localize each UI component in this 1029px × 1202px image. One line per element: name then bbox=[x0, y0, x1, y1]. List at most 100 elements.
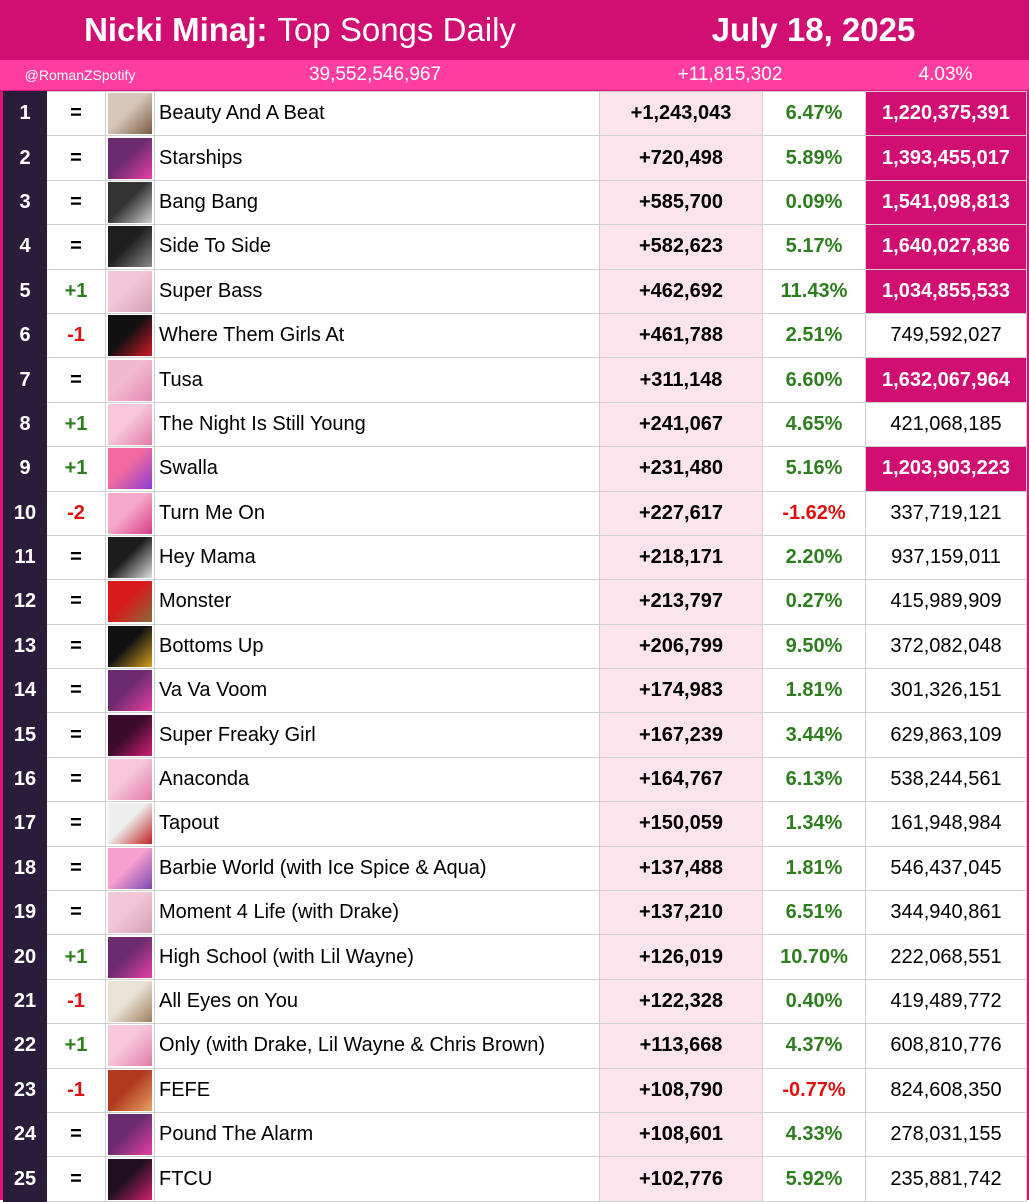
cover-art-cell bbox=[105, 1111, 155, 1158]
table-row: 3 = Bang Bang +585,700 0.09% 1,541,098,813 bbox=[3, 179, 1027, 226]
cover-barbie-world-icon bbox=[108, 847, 152, 889]
cover-ftcu-icon bbox=[108, 1158, 152, 1200]
daily-streams-cell: +108,601 bbox=[599, 1111, 763, 1158]
rank-change-cell: = bbox=[46, 1156, 106, 1202]
total-streams-cell: 161,948,984 bbox=[865, 801, 1027, 847]
cover-art-cell bbox=[105, 978, 155, 1025]
daily-streams-cell: +102,776 bbox=[599, 1156, 763, 1202]
percent-change-cell: 1.81% bbox=[762, 845, 866, 892]
percent-change-cell: 1.81% bbox=[762, 668, 866, 714]
total-streams-cell: 415,989,909 bbox=[865, 579, 1027, 625]
percent-change-cell: 5.17% bbox=[762, 224, 866, 270]
percent-change-cell: 6.47% bbox=[762, 90, 866, 137]
percent-change-cell: 6.13% bbox=[762, 756, 866, 803]
table-row: 24 = Pound The Alarm +108,601 4.33% 278,031,1… bbox=[3, 1111, 1027, 1158]
cover-pink-friday-re-up-icon bbox=[108, 137, 152, 179]
cover-all-eyes-on-you-icon bbox=[108, 981, 152, 1022]
song-title-cell: Super Bass bbox=[154, 268, 600, 314]
percent-change-cell: 4.37% bbox=[762, 1023, 866, 1069]
author-handle: @RomanZSpotify bbox=[24, 67, 136, 83]
rank-change-cell: = bbox=[46, 712, 106, 758]
rank-change-cell: -1 bbox=[46, 978, 106, 1025]
total-streams-cell: 629,863,109 bbox=[865, 712, 1027, 758]
table-row: 16 = Anaconda +164,767 6.13% 538,244,561 bbox=[3, 756, 1027, 803]
rank-cell: 22 bbox=[3, 1023, 47, 1069]
table-row: 25 = FTCU +102,776 5.92% 235,881,742 bbox=[3, 1156, 1027, 1202]
total-streams-cell: 1,220,375,391 bbox=[865, 90, 1027, 137]
total-streams-cell: 937,159,011 bbox=[865, 534, 1027, 581]
total-streams-cell: 749,592,027 bbox=[865, 312, 1027, 359]
rank-change-cell: = bbox=[46, 90, 106, 137]
total-streams-cell: 538,244,561 bbox=[865, 756, 1027, 803]
rank-cell: 10 bbox=[3, 490, 47, 536]
daily-streams-cell: +462,692 bbox=[599, 268, 763, 314]
rank-change-cell: = bbox=[46, 845, 106, 892]
table-row: 12 = Monster +213,797 0.27% 415,989,909 bbox=[3, 579, 1027, 625]
total-streams-cell: 1,632,067,964 bbox=[865, 357, 1027, 403]
total-streams-cell: 301,326,151 bbox=[865, 668, 1027, 714]
rank-change-cell: -1 bbox=[46, 1067, 106, 1113]
cover-hey-mama-icon bbox=[108, 537, 152, 579]
rank-change-cell: = bbox=[46, 756, 106, 803]
percent-change-cell: 4.65% bbox=[762, 401, 866, 448]
song-title-cell: High School (with Lil Wayne) bbox=[154, 934, 600, 980]
rank-change-cell: +1 bbox=[46, 1023, 106, 1069]
rank-cell: 16 bbox=[3, 756, 47, 803]
table-row: 15 = Super Freaky Girl +167,239 3.44% 629,863… bbox=[3, 712, 1027, 758]
rank-change-cell: = bbox=[46, 890, 106, 936]
total-streams-cell: 337,719,121 bbox=[865, 490, 1027, 536]
cover-tusa-icon bbox=[108, 359, 152, 401]
daily-streams-cell: +213,797 bbox=[599, 579, 763, 625]
cover-art-cell bbox=[105, 357, 155, 403]
percent-change-cell: 5.89% bbox=[762, 135, 866, 181]
cover-pinkprint-icon bbox=[108, 1025, 152, 1067]
rank-cell: 2 bbox=[3, 135, 47, 181]
song-title-cell: Side To Side bbox=[154, 224, 600, 270]
rank-cell: 4 bbox=[3, 224, 47, 270]
table-row: 7 = Tusa +311,148 6.60% 1,632,067,964 bbox=[3, 357, 1027, 403]
daily-streams-cell: +311,148 bbox=[599, 357, 763, 403]
cover-pinkprint-icon bbox=[108, 403, 152, 445]
chart-title: Top Songs Daily bbox=[277, 11, 516, 48]
daily-streams-cell: +126,019 bbox=[599, 934, 763, 980]
rank-cell: 8 bbox=[3, 401, 47, 448]
percent-change-cell: -1.62% bbox=[762, 490, 866, 536]
total-streams-cell: 344,940,861 bbox=[865, 890, 1027, 936]
rank-change-cell: = bbox=[46, 135, 106, 181]
cover-art-cell bbox=[105, 934, 155, 980]
header-bar: Nicki Minaj: Top Songs Daily July 18, 20… bbox=[0, 0, 1029, 60]
rank-cell: 15 bbox=[3, 712, 47, 758]
song-title-cell: Anaconda bbox=[154, 756, 600, 803]
rank-cell: 23 bbox=[3, 1067, 47, 1113]
table-row: 21 -1 All Eyes on You +122,328 0.40% 419,489,… bbox=[3, 978, 1027, 1025]
rank-cell: 21 bbox=[3, 978, 47, 1025]
rank-change-cell: -1 bbox=[46, 312, 106, 359]
cover-art-cell bbox=[105, 224, 155, 270]
daily-streams-cell: +137,210 bbox=[599, 890, 763, 936]
song-title-cell: Beauty And A Beat bbox=[154, 90, 600, 137]
song-title-cell: Monster bbox=[154, 579, 600, 625]
rank-cell: 17 bbox=[3, 801, 47, 847]
rank-change-cell: = bbox=[46, 579, 106, 625]
song-title-cell: Tusa bbox=[154, 357, 600, 403]
rank-change-cell: +1 bbox=[46, 401, 106, 448]
summary-bar: @RomanZSpotify 39,552,546,967 +11,815,30… bbox=[0, 60, 1029, 90]
cover-monster-icon bbox=[108, 581, 152, 623]
table-row: 8 +1 The Night Is Still Young +241,067 4.65%… bbox=[3, 401, 1027, 448]
cover-where-them-girls-at-icon bbox=[108, 315, 152, 357]
daily-streams-cell: +461,788 bbox=[599, 312, 763, 359]
daily-streams-cell: +585,700 bbox=[599, 179, 763, 226]
cover-art-cell bbox=[105, 623, 155, 670]
total-streams-cell: 1,393,455,017 bbox=[865, 135, 1027, 181]
rank-change-cell: = bbox=[46, 668, 106, 714]
total-streams-cell: 546,437,045 bbox=[865, 845, 1027, 892]
song-title-cell: Super Freaky Girl bbox=[154, 712, 600, 758]
songs-table: 1 = Beauty And A Beat +1,243,043 6.47% 1,220,… bbox=[3, 90, 1027, 1202]
daily-streams-cell: +164,767 bbox=[599, 756, 763, 803]
song-title-cell: FTCU bbox=[154, 1156, 600, 1202]
percent-change-cell: 3.44% bbox=[762, 712, 866, 758]
daily-streams-cell: +113,668 bbox=[599, 1023, 763, 1069]
cover-pinkprint-icon bbox=[108, 759, 152, 801]
table-row: 1 = Beauty And A Beat +1,243,043 6.47% 1,220,… bbox=[3, 90, 1027, 137]
daily-streams-cell: +582,623 bbox=[599, 224, 763, 270]
